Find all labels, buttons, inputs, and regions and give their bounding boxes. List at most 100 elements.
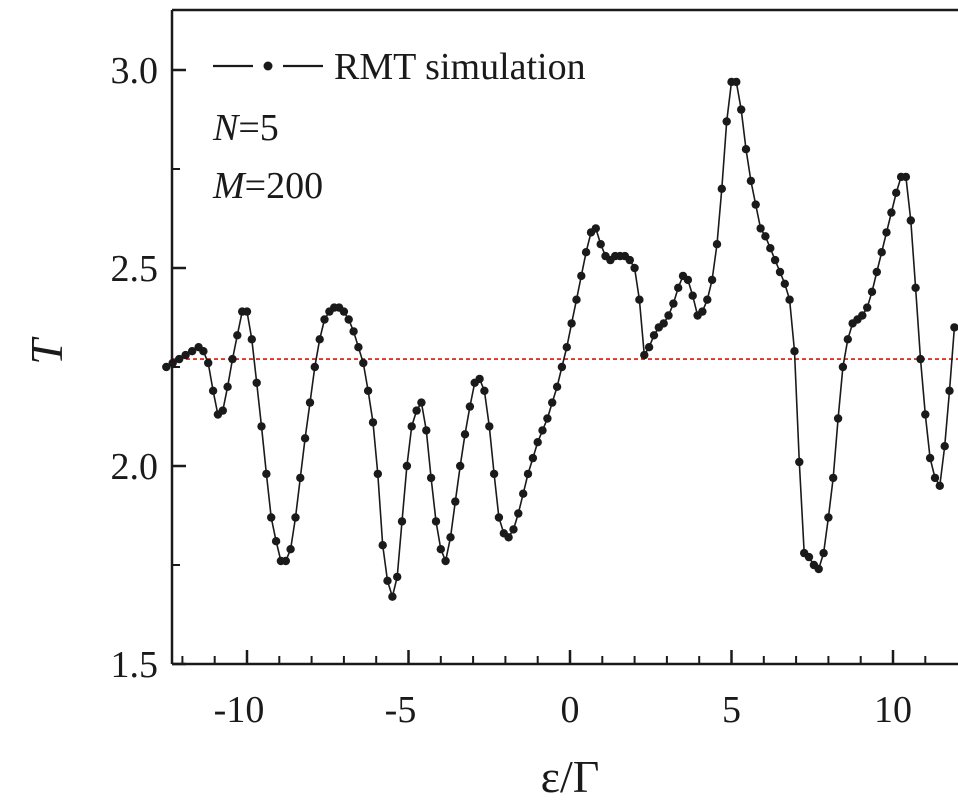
data-point <box>863 303 872 312</box>
data-point <box>838 362 848 372</box>
data-point <box>344 315 353 324</box>
annotation-n-symbol: N <box>212 107 241 149</box>
y-tick-label: 3.0 <box>111 50 159 92</box>
data-point <box>814 564 823 574</box>
data-point <box>867 287 877 296</box>
data-point <box>591 224 600 233</box>
data-point <box>887 208 896 217</box>
y-axis-label: T <box>21 336 72 365</box>
data-point <box>412 406 421 415</box>
data-point <box>737 105 746 114</box>
data-point <box>305 398 315 407</box>
data-point <box>388 592 397 601</box>
data-point <box>436 545 445 554</box>
data-point <box>460 430 470 439</box>
data-point <box>262 469 271 479</box>
data-point <box>766 244 775 253</box>
data-point <box>494 513 504 522</box>
data-point <box>359 358 368 368</box>
data-point <box>257 422 266 431</box>
data-point <box>548 398 557 407</box>
data-point <box>761 232 770 241</box>
axes-layer: 1.5 2.0 2.5 3.0 -10 -5 0 5 10 <box>111 8 958 731</box>
data-point <box>833 414 843 423</box>
data-point <box>533 438 542 447</box>
data-point <box>732 77 741 87</box>
data-point <box>431 517 441 526</box>
series-layer <box>162 77 958 601</box>
data-point <box>363 386 373 395</box>
x-tick-label: 0 <box>561 689 580 731</box>
data-point <box>310 362 319 372</box>
data-point <box>741 145 751 154</box>
data-point <box>698 307 707 316</box>
data-point <box>829 473 838 483</box>
data-point <box>552 382 562 391</box>
annotation-m: M=200 <box>212 165 323 207</box>
data-point <box>649 331 659 340</box>
data-point <box>940 442 949 451</box>
data-point <box>935 481 944 490</box>
data-point <box>664 311 673 320</box>
data-point <box>485 422 494 431</box>
data-point <box>770 255 780 265</box>
data-point <box>780 279 789 288</box>
data-point <box>286 545 295 554</box>
annotations: N=5 M=200 <box>212 107 323 207</box>
data-point <box>300 434 310 443</box>
data-point <box>756 224 765 233</box>
data-point <box>523 469 533 479</box>
data-point <box>892 188 901 197</box>
data-point <box>843 335 852 344</box>
data-point <box>509 525 518 534</box>
data-point <box>921 410 930 419</box>
data-point <box>393 572 402 582</box>
data-point <box>480 386 489 395</box>
data-point <box>950 323 958 332</box>
data-point <box>911 283 920 292</box>
data-point <box>441 556 450 566</box>
data-point <box>519 489 528 498</box>
data-point <box>281 556 290 566</box>
data-point <box>717 184 726 193</box>
data-point <box>901 172 911 182</box>
data-point <box>267 513 276 522</box>
legend: RMT simulation <box>213 46 586 88</box>
data-point <box>339 307 349 316</box>
data-point <box>175 354 184 364</box>
data-point <box>669 299 678 308</box>
data-point <box>218 406 227 415</box>
data-point <box>543 414 552 423</box>
data-point <box>383 576 392 585</box>
data-point <box>596 240 605 249</box>
data-point <box>223 382 232 391</box>
data-point <box>581 248 591 257</box>
data-point <box>567 319 576 328</box>
data-point <box>368 418 378 427</box>
data-point <box>407 422 416 431</box>
data-point <box>315 335 324 344</box>
data-point <box>674 283 683 292</box>
data-point <box>242 307 252 316</box>
data-point <box>925 453 935 463</box>
data-point <box>296 473 305 483</box>
data-point <box>528 453 538 463</box>
data-point <box>557 362 567 372</box>
data-point <box>577 271 586 281</box>
data-point <box>402 461 412 471</box>
data-point <box>882 228 891 237</box>
data-point <box>291 513 300 522</box>
x-tick-label: -10 <box>214 689 265 731</box>
annotation-m-value: =200 <box>245 165 323 207</box>
data-point <box>930 473 940 483</box>
data-point <box>378 541 387 550</box>
data-point <box>320 315 329 324</box>
data-point <box>562 343 571 352</box>
data-point <box>417 398 426 407</box>
data-point <box>804 552 814 562</box>
data-point <box>625 255 634 265</box>
data-point <box>877 248 886 257</box>
x-tick-label: 5 <box>722 689 741 731</box>
data-point <box>630 263 639 273</box>
